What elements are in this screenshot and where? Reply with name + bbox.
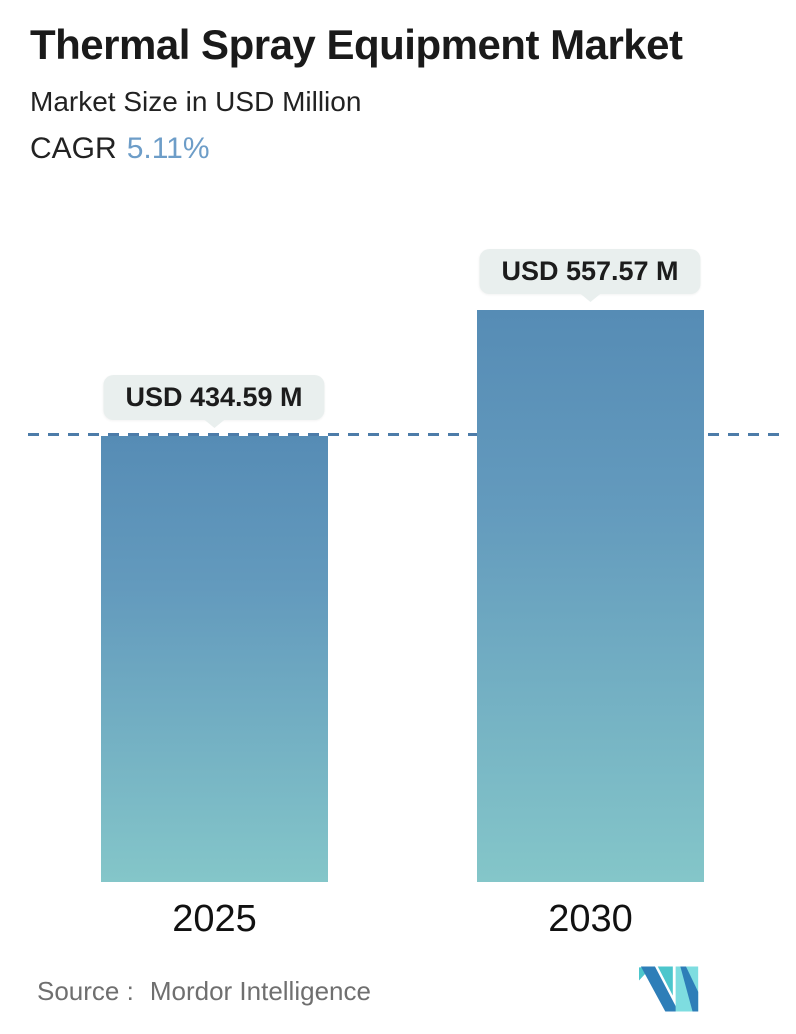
bar-2025 [101, 436, 328, 882]
mordor-intelligence-logo [639, 966, 699, 1012]
source-line: Source : Mordor Intelligence [37, 976, 371, 1007]
cagr-row: CAGR 5.11% [30, 132, 770, 166]
cagr-label: CAGR [30, 132, 117, 166]
value-label-2030: USD 557.57 M [479, 249, 701, 294]
value-label-2025: USD 434.59 M [103, 375, 325, 420]
x-tick-2025: 2025 [172, 898, 257, 940]
cagr-value: 5.11% [126, 132, 210, 166]
logo-teal-wedge [657, 966, 673, 996]
reference-dashed-line [28, 433, 782, 436]
bar-2030 [477, 310, 704, 882]
chart-header: Thermal Spray Equipment Market Market Si… [30, 21, 770, 166]
page-title: Thermal Spray Equipment Market [30, 21, 683, 68]
source-label: Source : [37, 976, 134, 1006]
logo-blue-diagonal [680, 966, 699, 1012]
x-tick-2030: 2030 [548, 898, 633, 940]
chart-subtitle: Market Size in USD Million [30, 86, 362, 118]
logo-blue-band [640, 966, 679, 1012]
source-value: Mordor Intelligence [149, 976, 371, 1006]
